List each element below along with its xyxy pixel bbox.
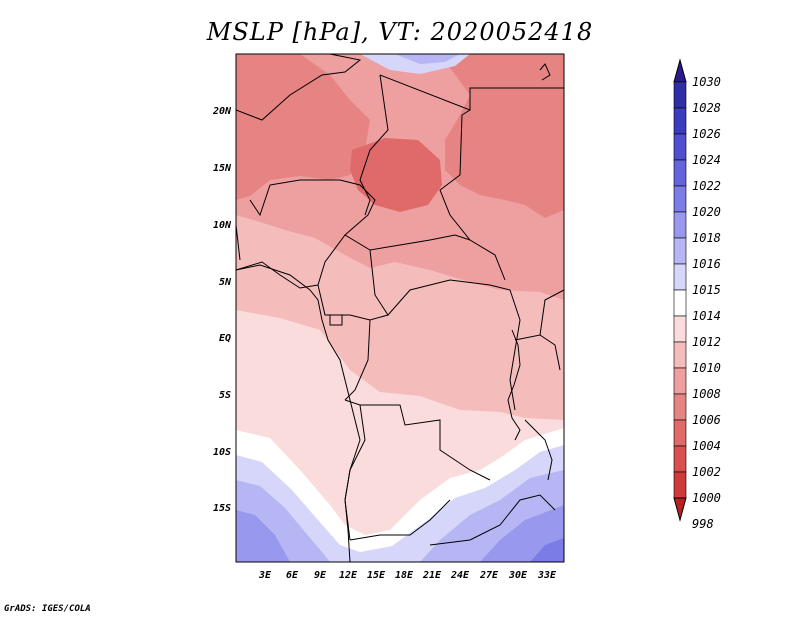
y-tick-label: 10N xyxy=(213,220,232,231)
y-tick-label: 15S xyxy=(213,503,231,514)
field-1020-zone-se xyxy=(530,538,564,562)
colorbar-level-label: 1016 xyxy=(692,257,721,271)
colorbar-level-label: 1010 xyxy=(692,361,721,375)
y-tick-label: 15N xyxy=(213,163,232,174)
field-1006-zone xyxy=(236,54,370,200)
coastline xyxy=(236,264,361,562)
y-tick-label: 10S xyxy=(213,447,231,458)
y-tick-label: 20N xyxy=(212,106,232,117)
y-tick-label: EQ xyxy=(219,333,231,344)
grads-credit: GrADS: IGES/COLA xyxy=(4,604,91,614)
border-line xyxy=(539,289,564,336)
field-1016-zone-north xyxy=(395,54,460,64)
pressure-field xyxy=(236,54,564,562)
lake-outline xyxy=(539,63,551,81)
colorbar-level-label: 1006 xyxy=(692,413,721,427)
border-line xyxy=(317,284,389,321)
x-tick-label: 12E xyxy=(339,570,358,581)
border-line xyxy=(369,249,511,316)
colorbar-level-label: 1028 xyxy=(692,101,721,115)
colorbar-swatch xyxy=(673,81,687,109)
border-line xyxy=(359,74,389,216)
colorbar-level-label: 1012 xyxy=(692,335,721,349)
colorbar-swatch xyxy=(673,159,687,187)
colorbar-level-label: 1018 xyxy=(692,231,721,245)
colorbar-swatch xyxy=(673,107,687,135)
field-1018-zone xyxy=(236,510,290,562)
border-line xyxy=(249,184,271,217)
colorbar-bottom-arrow xyxy=(673,497,687,522)
colorbar-level-label: 1008 xyxy=(692,387,721,401)
colorbar-level-label: 998 xyxy=(692,517,714,531)
colorbar-swatch xyxy=(673,289,687,317)
x-tick-label: 6E xyxy=(286,570,299,581)
colorbar-swatch xyxy=(673,211,687,239)
colorbar-level-label: 1000 xyxy=(692,491,721,505)
country-borders xyxy=(236,54,564,562)
border-line xyxy=(236,224,241,261)
field-1006-zone-east xyxy=(440,54,564,218)
colorbar-swatch xyxy=(673,445,687,473)
colorbar-swatch xyxy=(673,419,687,447)
colorbar-swatch xyxy=(673,263,687,291)
border-line xyxy=(269,179,376,286)
border-line xyxy=(329,315,343,326)
x-tick-label: 3E xyxy=(258,570,272,581)
y-tick-label: 5S xyxy=(219,390,231,401)
colorbar: 1030 1028 1026 1024 1022 1020 1018 1016 1015 1014… xyxy=(673,58,721,531)
x-tick-label: 30E xyxy=(508,570,528,581)
colorbar-level-label: 1026 xyxy=(692,127,721,141)
x-tick-label: 27E xyxy=(479,570,499,581)
map-frame xyxy=(235,53,565,563)
border-line xyxy=(349,499,451,541)
y-tick-label: 5N xyxy=(219,277,232,288)
colorbar-swatch xyxy=(673,185,687,213)
border-line xyxy=(344,234,471,251)
field-1004-zone xyxy=(350,138,442,212)
x-axis: 3E 6E 9E 12E 15E 18E 21E 24E 27E 30E 33E xyxy=(258,570,557,581)
x-tick-label: 18E xyxy=(395,570,414,581)
border-line xyxy=(236,54,362,121)
lake-outline xyxy=(524,419,553,481)
colorbar-level-label: 1024 xyxy=(692,153,721,167)
border-line xyxy=(429,494,556,546)
border-line xyxy=(344,319,371,401)
x-tick-label: 21E xyxy=(422,570,442,581)
colorbar-level-label: 1022 xyxy=(692,179,721,193)
colorbar-swatch xyxy=(673,471,687,499)
lake-outline xyxy=(507,329,521,441)
x-tick-label: 24E xyxy=(450,570,470,581)
map-title: MSLP [hPa], VT: 2020052418 xyxy=(206,18,594,46)
colorbar-swatch xyxy=(673,341,687,369)
y-axis: 20N 15N 10N 5N EQ 5S 10S 15S xyxy=(212,106,232,514)
colorbar-swatch xyxy=(673,237,687,265)
colorbar-swatch xyxy=(673,367,687,395)
colorbar-swatch xyxy=(673,315,687,343)
colorbar-level-label: 1030 xyxy=(692,75,721,89)
colorbar-level-label: 1002 xyxy=(692,465,721,479)
colorbar-top-arrow xyxy=(673,58,687,83)
colorbar-level-label: 1020 xyxy=(692,205,721,219)
border-line xyxy=(344,399,491,481)
border-line xyxy=(469,87,564,110)
colorbar-level-label: 1015 xyxy=(692,283,721,297)
colorbar-swatch xyxy=(673,393,687,421)
x-tick-label: 15E xyxy=(367,570,386,581)
colorbar-swatch xyxy=(673,133,687,161)
border-line xyxy=(514,334,561,371)
x-tick-label: 33E xyxy=(537,570,557,581)
colorbar-level-label: 1014 xyxy=(692,309,721,323)
border-line xyxy=(379,74,506,281)
colorbar-level-label: 1004 xyxy=(692,439,721,453)
x-tick-label: 9E xyxy=(314,570,327,581)
